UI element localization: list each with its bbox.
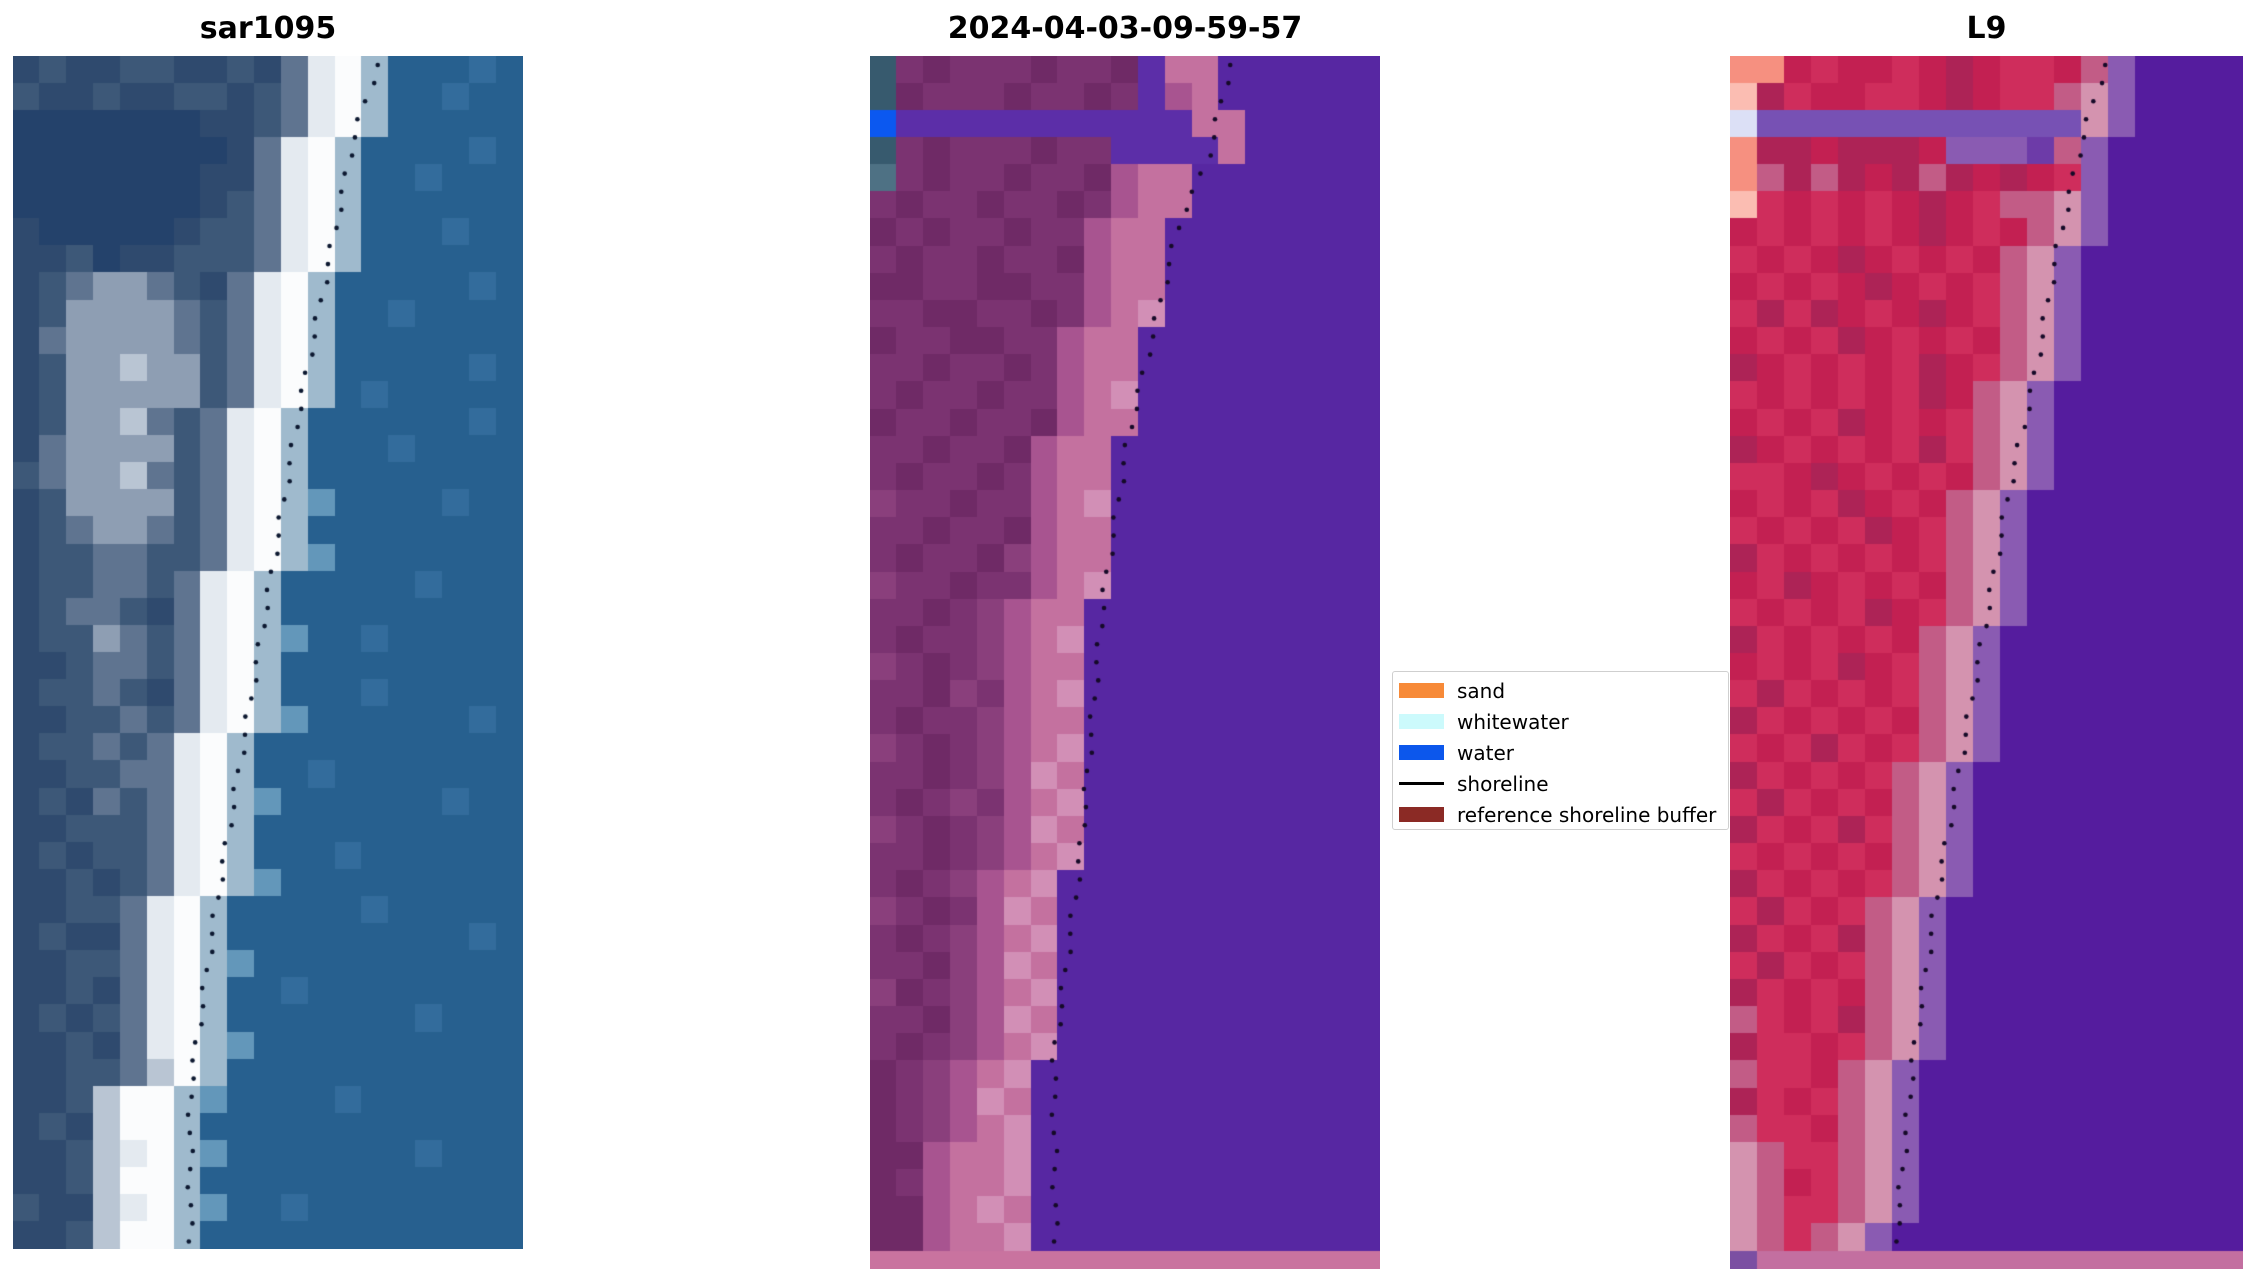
legend-label: whitewater <box>1457 709 1569 734</box>
panel-title-classified-date: 2024-04-03-09-59-57 <box>947 11 1303 46</box>
classified-image <box>870 56 1380 1269</box>
legend-label: sand <box>1457 678 1506 703</box>
legend: sand whitewater water shoreline reference sh… <box>1392 671 1729 830</box>
sar1095-satellite-image <box>13 56 523 1249</box>
legend-swatch-sand <box>1399 683 1444 698</box>
legend-item-reference-shoreline-buffer: reference shoreline buffer <box>1393 799 1728 830</box>
legend-swatch-reference-shoreline-buffer <box>1399 807 1444 822</box>
legend-label: shoreline <box>1457 771 1549 796</box>
legend-swatch-water <box>1399 745 1444 760</box>
panel-title-sar1095: sar1095 <box>199 11 337 46</box>
legend-label: water <box>1457 740 1514 765</box>
legend-item-sand: sand <box>1393 675 1728 706</box>
legend-item-water: water <box>1393 737 1728 768</box>
panel-title-l9: L9 <box>1966 11 2007 46</box>
legend-swatch-whitewater <box>1399 714 1444 729</box>
l9-satellite-image <box>1730 56 2243 1269</box>
shoreline-line-swatch <box>1399 782 1444 785</box>
legend-item-whitewater: whitewater <box>1393 706 1728 737</box>
legend-item-shoreline: shoreline <box>1393 768 1728 799</box>
legend-label: reference shoreline buffer <box>1457 802 1717 827</box>
